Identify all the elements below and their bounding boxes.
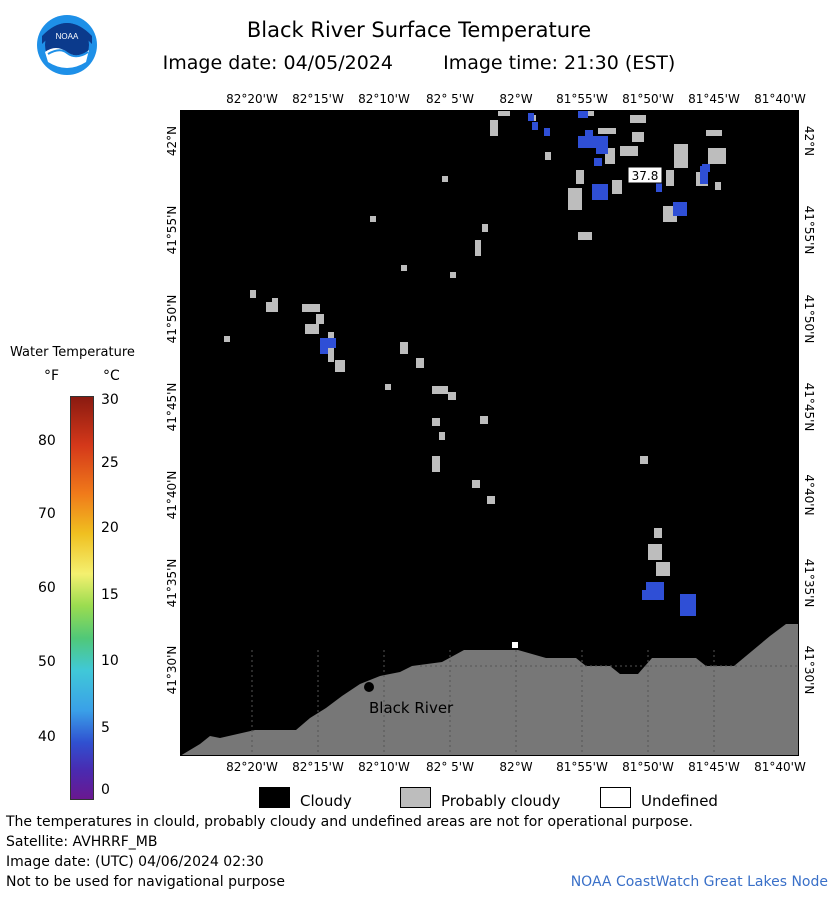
lat-label-right: 4°40'N: [802, 474, 816, 516]
lon-label-bottom: 82°15'W: [292, 760, 344, 774]
lon-label-bottom: 82° 5'W: [426, 760, 474, 774]
legend-c-tick: 0: [101, 782, 110, 798]
legend-c-tick: 30: [101, 392, 119, 408]
lat-label-left: 41°30'N: [165, 645, 179, 695]
lon-label-bottom: 81°45'W: [688, 760, 740, 774]
lon-label-bottom: 81°40'W: [754, 760, 806, 774]
map-border: [180, 110, 799, 756]
credit-link[interactable]: NOAA CoastWatch Great Lakes Node: [570, 874, 828, 890]
cloudy-label: Cloudy: [300, 792, 352, 810]
undefined-label: Undefined: [641, 792, 718, 810]
lat-label-right: 41°45'N: [802, 382, 816, 432]
logo-text: NOAA: [56, 32, 79, 41]
lon-label-top: 81°40'W: [754, 92, 806, 106]
probably-cloudy-swatch: [400, 787, 431, 808]
legend-colorbar: [70, 396, 94, 800]
lon-label-bottom: 82°20'W: [226, 760, 278, 774]
image-time: Image time: 21:30 (EST): [443, 52, 676, 74]
temp-readout-box: [627, 166, 663, 184]
lat-label-left: 41°55'N: [165, 205, 179, 255]
legend-c-tick: 10: [101, 653, 119, 669]
lat-label-left: 41°40'N: [165, 470, 179, 520]
lon-label-top: 81°45'W: [688, 92, 740, 106]
legend-c-tick: 5: [101, 720, 110, 736]
undefined-swatch: [600, 787, 631, 808]
page-title: Black River Surface Temperature: [246, 18, 592, 42]
lat-label-left: 41°50'N: [165, 294, 179, 344]
lat-label-right: 42°N: [802, 125, 816, 157]
legend-unit-c: °C: [103, 368, 120, 384]
lon-label-top: 82°10'W: [358, 92, 410, 106]
utc-image-date: Image date: (UTC) 04/06/2024 02:30: [6, 854, 264, 870]
lon-label-bottom: 82°10'W: [358, 760, 410, 774]
satellite-info: Satellite: AVHRRF_MB: [6, 834, 158, 850]
lat-label-right: 41°55'N: [802, 205, 816, 255]
warm-water-areas: [320, 110, 710, 616]
legend-c-tick: 20: [101, 520, 119, 536]
land-area: [180, 624, 799, 756]
lon-label-bottom: 81°50'W: [622, 760, 674, 774]
legend-unit-f: °F: [44, 368, 60, 384]
lake-water: [180, 110, 799, 756]
image-date: Image date: 04/05/2024: [162, 52, 394, 74]
lon-label-top: 82° 5'W: [426, 92, 474, 106]
black-river-label: Black River: [369, 699, 454, 717]
legend-f-tick: 40: [38, 729, 56, 745]
legend-c-tick: 15: [101, 587, 119, 603]
lon-label-top: 82°20'W: [226, 92, 278, 106]
lat-label-right: 41°35'N: [802, 558, 816, 608]
lon-label-bottom: 82°W: [499, 760, 533, 774]
cloudy-swatch: [259, 787, 290, 808]
nav-warning: Not to be used for navigational purpose: [6, 874, 285, 890]
legend-c-tick: 25: [101, 455, 119, 471]
probably-cloudy-label: Probably cloudy: [441, 792, 561, 810]
lat-label-right: 41°30'N: [802, 645, 816, 695]
temp-readout: 37.8: [632, 169, 659, 183]
black-river-marker: [364, 682, 374, 692]
lon-label-top: 81°50'W: [622, 92, 674, 106]
legend-f-tick: 50: [38, 654, 56, 670]
lat-label-left: 42°N: [165, 125, 179, 157]
legend-f-tick: 70: [38, 506, 56, 522]
lon-label-top: 81°55'W: [556, 92, 608, 106]
legend-title: Water Temperature: [10, 345, 135, 360]
lat-label-left: 41°35'N: [165, 558, 179, 608]
lat-label-right: 41°50'N: [802, 294, 816, 344]
disclaimer-note: The temperatures in clould, probably clo…: [6, 814, 693, 830]
lon-label-top: 82°W: [499, 92, 533, 106]
image-datetime: Image date: 04/05/2024 Image time: 21:30…: [0, 52, 838, 74]
lon-label-bottom: 81°55'W: [556, 760, 608, 774]
noaa-logo: NOAA: [37, 15, 97, 75]
temperature-map[interactable]: Black River 37.8: [180, 110, 799, 756]
undefined-pixel: [512, 642, 518, 648]
lat-label-left: 41°45'N: [165, 382, 179, 432]
legend-f-tick: 80: [38, 433, 56, 449]
legend-f-tick: 60: [38, 580, 56, 596]
graticule: [251, 650, 799, 756]
lon-label-top: 82°15'W: [292, 92, 344, 106]
